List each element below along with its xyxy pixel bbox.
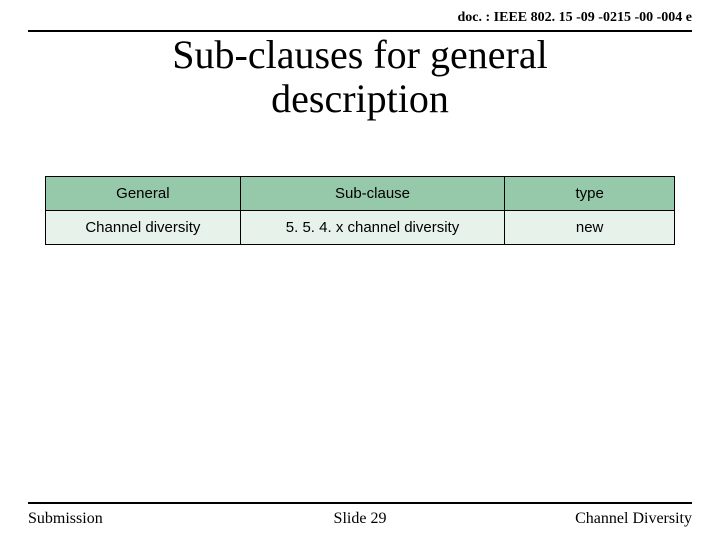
table-cell: 5. 5. 4. x channel diversity: [240, 211, 505, 245]
table-header-cell: General: [46, 177, 241, 211]
table-row: Channel diversity 5. 5. 4. x channel div…: [46, 211, 675, 245]
footer-center-prefix: Slide: [334, 510, 371, 527]
table-header-cell: type: [505, 177, 675, 211]
table-header-row: General Sub-clause type: [46, 177, 675, 211]
title-line-1: Sub-clauses for general: [172, 32, 547, 77]
table-cell: new: [505, 211, 675, 245]
table-header-cell: Sub-clause: [240, 177, 505, 211]
table-cell: Channel diversity: [46, 211, 241, 245]
slide-title: Sub-clauses for general description: [0, 33, 720, 121]
title-line-2: description: [271, 76, 449, 121]
footer-right: Channel Diversity: [575, 510, 692, 528]
slide: doc. : IEEE 802. 15 -09 -0215 -00 -004 e…: [0, 0, 720, 540]
doc-id: doc. : IEEE 802. 15 -09 -0215 -00 -004 e: [458, 10, 693, 26]
footer-rule: [28, 502, 692, 504]
slide-number: 29: [370, 510, 386, 527]
subclauses-table: General Sub-clause type Channel diversit…: [45, 176, 675, 245]
